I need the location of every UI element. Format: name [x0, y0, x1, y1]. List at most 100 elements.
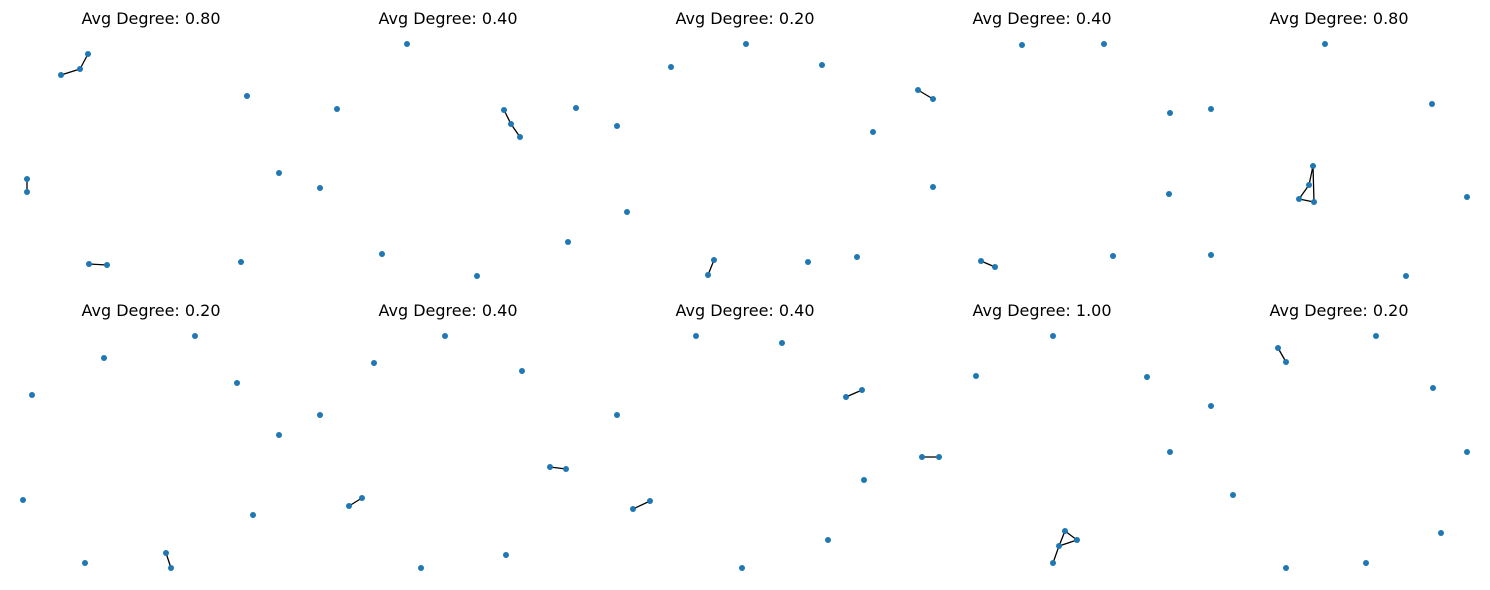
graph-node [1373, 333, 1379, 339]
graph-node [854, 254, 860, 260]
graph-node [1322, 41, 1328, 47]
graph-node [1306, 182, 1312, 188]
graph-panel-2 [317, 41, 620, 279]
graph-node [519, 368, 525, 374]
graph-node [24, 176, 30, 182]
graph-node [250, 512, 256, 518]
graph-node [843, 394, 849, 400]
graph-node [24, 189, 30, 195]
graph-node [1208, 403, 1214, 409]
graph-node [973, 373, 979, 379]
graph-node [859, 387, 865, 393]
graph-node [614, 123, 620, 129]
graph-node [379, 251, 385, 257]
graph-node [992, 264, 998, 270]
graph-node [705, 272, 711, 278]
graph-edge [1052, 545, 1060, 564]
graph-panel-1 [24, 51, 282, 268]
graph-node [779, 340, 785, 346]
graph-node [1438, 530, 1444, 536]
graph-edge [1308, 165, 1314, 186]
graph-node [359, 495, 365, 501]
graph-node [693, 333, 699, 339]
graph-node [101, 355, 107, 361]
panel-title-2: Avg Degree: 0.40 [378, 9, 517, 28]
graph-node [1230, 492, 1236, 498]
graph-node [1275, 345, 1281, 351]
graph-panel-9 [919, 333, 1173, 566]
graph-node [1464, 194, 1470, 200]
graph-node [1403, 273, 1409, 279]
graph-node [238, 259, 244, 265]
panel-title-7: Avg Degree: 0.40 [378, 301, 517, 320]
graph-node [978, 258, 984, 264]
graph-node [163, 550, 169, 556]
graph-edge [1058, 539, 1078, 547]
graph-node [276, 432, 282, 438]
graph-node [1283, 359, 1289, 365]
graph-node [563, 466, 569, 472]
graph-node [1050, 560, 1056, 566]
graph-node [870, 129, 876, 135]
graph-panel-5 [1110, 41, 1470, 279]
graph-node [825, 537, 831, 543]
graph-node [861, 477, 867, 483]
graph-node [1050, 333, 1056, 339]
graph-node [86, 261, 92, 267]
graph-node [1167, 110, 1173, 116]
graph-node [919, 454, 925, 460]
graph-node [1429, 101, 1435, 107]
graph-node [503, 552, 509, 558]
graph-node [614, 412, 620, 418]
graph-node [346, 503, 352, 509]
graph-node [317, 185, 323, 191]
graph-node [442, 333, 448, 339]
panel-title-1: Avg Degree: 0.80 [81, 9, 220, 28]
graph-node [517, 134, 523, 140]
graph-node [104, 262, 110, 268]
graph-node [930, 184, 936, 190]
graph-node [1310, 163, 1316, 169]
graph-node [1074, 537, 1080, 543]
graph-node [501, 107, 507, 113]
graphs-layer [20, 41, 1470, 571]
graph-node [1430, 385, 1436, 391]
graph-panel-10 [1208, 333, 1470, 571]
graph-node [1167, 449, 1173, 455]
graph-node [819, 62, 825, 68]
panel-title-8: Avg Degree: 0.40 [675, 301, 814, 320]
graph-panel-6 [20, 333, 282, 571]
graph-node [930, 96, 936, 102]
graph-node [317, 412, 323, 418]
graph-edge [632, 500, 651, 510]
graph-node [192, 333, 198, 339]
graph-node [565, 239, 571, 245]
graph-node [85, 51, 91, 57]
graph-node [474, 273, 480, 279]
panel-title-4: Avg Degree: 0.40 [972, 9, 1111, 28]
graph-node [1144, 374, 1150, 380]
panel-title-6: Avg Degree: 0.20 [81, 301, 220, 320]
panel-title-5: Avg Degree: 0.80 [1269, 9, 1408, 28]
graph-node [371, 360, 377, 366]
graph-node [334, 106, 340, 112]
graph-node [244, 93, 250, 99]
panel-title-3: Avg Degree: 0.20 [675, 9, 814, 28]
graph-node [404, 41, 410, 47]
graph-node [29, 392, 35, 398]
panel-title-9: Avg Degree: 1.00 [972, 301, 1111, 320]
graph-node [547, 464, 553, 470]
graph-node [630, 506, 636, 512]
graph-node [1363, 560, 1369, 566]
graph-panel-8 [614, 333, 867, 571]
graph-node [1208, 106, 1214, 112]
graph-node [1208, 252, 1214, 258]
graph-node [573, 105, 579, 111]
graph-node [418, 565, 424, 571]
graph-node [1166, 191, 1172, 197]
graph-node [1296, 196, 1302, 202]
graph-node [1110, 253, 1116, 259]
graph-node [168, 565, 174, 571]
graph-node [508, 121, 514, 127]
